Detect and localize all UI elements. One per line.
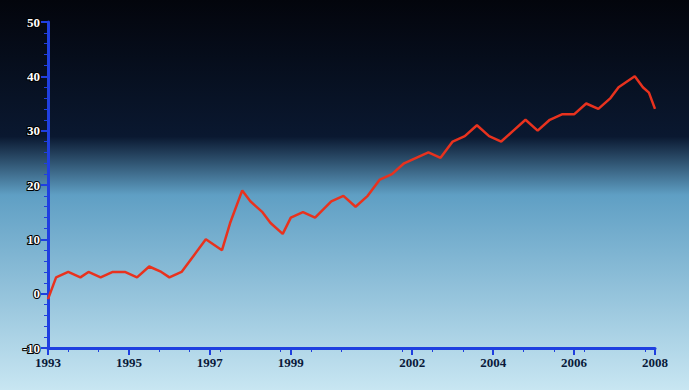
svg-text:2006: 2006	[561, 355, 588, 370]
svg-text:10: 10	[27, 232, 40, 247]
svg-text:2004: 2004	[480, 355, 507, 370]
svg-text:1995: 1995	[116, 355, 143, 370]
svg-text:0: 0	[34, 286, 41, 301]
svg-text:30: 30	[27, 123, 40, 138]
svg-text:50: 50	[27, 15, 40, 30]
svg-text:-10: -10	[23, 341, 40, 356]
svg-text:2002: 2002	[399, 355, 425, 370]
svg-text:20: 20	[27, 178, 40, 193]
svg-text:1997: 1997	[197, 355, 224, 370]
svg-text:40: 40	[27, 69, 40, 84]
svg-text:1993: 1993	[35, 355, 62, 370]
svg-text:2008: 2008	[642, 355, 669, 370]
svg-text:1999: 1999	[278, 355, 305, 370]
